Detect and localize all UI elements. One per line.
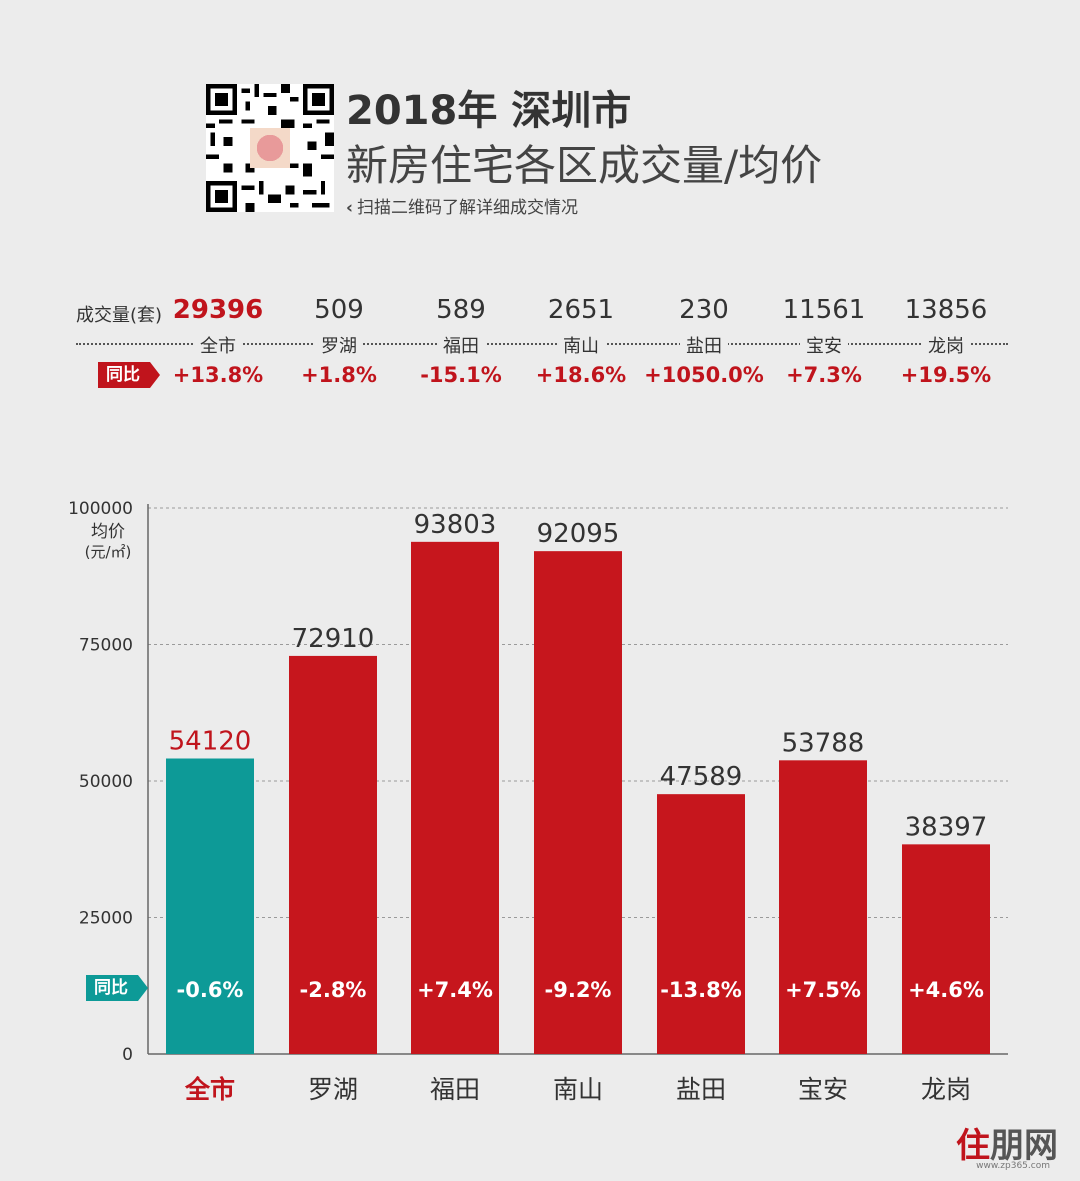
- bar: [902, 844, 990, 1054]
- summary-count: 589: [436, 295, 486, 325]
- summary-count: 29396: [172, 295, 264, 325]
- x-tick-label: 南山: [553, 1075, 603, 1104]
- summary-district: 龙岗: [886, 332, 1006, 358]
- x-tick-label: 宝安: [798, 1075, 848, 1104]
- bar: [534, 551, 622, 1054]
- summary-district: 宝安: [764, 332, 884, 358]
- bar-yoy-label: -13.8%: [660, 978, 742, 1002]
- bar: [289, 655, 377, 1054]
- summary-yoy: +7.3%: [786, 363, 862, 387]
- bar: [411, 541, 499, 1054]
- summary-yoy: +1050.0%: [644, 363, 764, 387]
- bar-yoy-label: -0.6%: [177, 978, 244, 1002]
- y-tick-label: 0: [122, 1045, 133, 1065]
- summary-yoy: +18.6%: [535, 363, 627, 387]
- watermark-url: www.zp365.com: [976, 1161, 1050, 1171]
- x-tick-label: 盐田: [676, 1075, 726, 1104]
- summary-count: 11561: [782, 295, 866, 325]
- chart-subtitle: 新房住宅各区成交量/均价: [346, 141, 823, 190]
- bar-value-label: 38397: [905, 812, 988, 842]
- x-tick-label: 罗湖: [308, 1075, 358, 1104]
- summary-yoy: +1.8%: [301, 363, 377, 387]
- count-label: 成交量(套): [76, 305, 163, 326]
- summary-yoy: +19.5%: [900, 363, 992, 387]
- bar: [779, 760, 867, 1054]
- y-axis-label: 均价 (元/㎡): [80, 522, 136, 562]
- yoy-tag: 同比: [98, 362, 160, 388]
- summary-district: 罗湖: [279, 332, 399, 358]
- summary-count: 13856: [904, 295, 988, 325]
- summary-count: 230: [679, 295, 729, 325]
- x-tick-label: 福田: [430, 1075, 480, 1104]
- bar-yoy-label: -2.8%: [300, 978, 367, 1002]
- bar-value-label: 53788: [782, 728, 865, 758]
- bar-yoy-label: +4.6%: [908, 978, 984, 1002]
- y-tick-label: 50000: [79, 772, 133, 792]
- summary-district: 盐田: [644, 332, 764, 358]
- scan-note: ‹ 扫描二维码了解详细成交情况: [346, 193, 578, 218]
- y-axis-title: 均价: [91, 522, 125, 542]
- bar: [657, 794, 745, 1054]
- chart-title: 2018年 深圳市: [346, 88, 632, 134]
- dotted-divider: [76, 343, 1008, 345]
- bar-value-label: 54120: [169, 727, 252, 757]
- x-tick-label: 全市: [184, 1075, 235, 1104]
- summary-count: 509: [314, 295, 364, 325]
- bar: [166, 758, 254, 1054]
- chevron-left-icon: ‹: [346, 198, 354, 218]
- scan-note-text: 扫描二维码了解详细成交情况: [357, 198, 579, 218]
- watermark-logo: 住朋网: [956, 1126, 1058, 1166]
- summary-yoy: +13.8%: [172, 363, 264, 387]
- bar-value-label: 47589: [660, 762, 743, 792]
- qr-code-image: [206, 84, 334, 212]
- summary-district: 全市: [158, 332, 278, 358]
- summary-count: 2651: [547, 295, 615, 325]
- summary-yoy: -15.1%: [420, 363, 502, 387]
- bar-yoy-label: -9.2%: [545, 978, 612, 1002]
- y-tick-label: 75000: [79, 636, 133, 656]
- y-axis-unit: (元/㎡): [84, 543, 132, 561]
- bar-yoy-tag: 同比: [86, 975, 148, 1001]
- y-tick-label: 25000: [79, 909, 133, 929]
- y-tick-label: 100000: [68, 499, 133, 519]
- bar-value-label: 92095: [537, 519, 620, 549]
- bar-value-label: 72910: [292, 624, 375, 654]
- bar-yoy-label: +7.5%: [785, 978, 861, 1002]
- x-tick-label: 龙岗: [921, 1075, 971, 1104]
- bar-yoy-label: +7.4%: [417, 978, 493, 1002]
- bar-value-label: 93803: [414, 510, 497, 540]
- summary-district: 南山: [521, 332, 641, 358]
- summary-district: 福田: [401, 332, 521, 358]
